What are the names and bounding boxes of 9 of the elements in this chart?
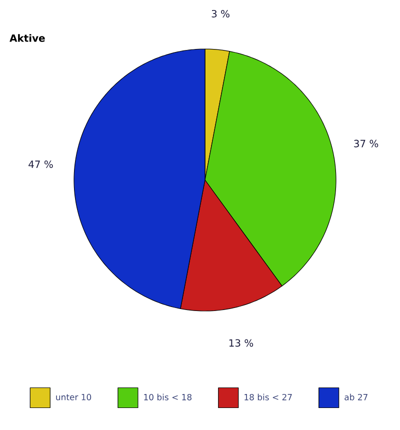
data-label: 13 % bbox=[229, 339, 254, 347]
data-label: 3 % bbox=[212, 10, 230, 18]
legend-label: unter 10 bbox=[56, 394, 92, 400]
data-label: 37 % bbox=[354, 140, 378, 148]
text: Aktive bbox=[10, 34, 45, 42]
data-label: 47 % bbox=[28, 160, 53, 168]
legend-label: 18 bis < 27 bbox=[244, 394, 292, 400]
legend-label: ab 27 bbox=[344, 394, 368, 400]
legend-label: 10 bis < 18 bbox=[144, 394, 192, 400]
